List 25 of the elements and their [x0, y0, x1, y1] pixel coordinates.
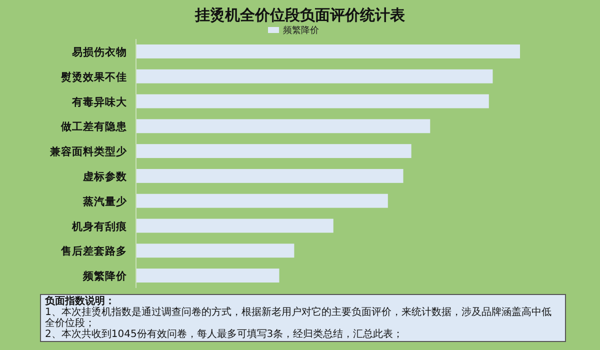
- bar: [136, 244, 294, 258]
- y-tick-label: 售后差套路多: [60, 244, 127, 258]
- text: 2、本次共收到1045份有效问卷，每人最多可填写3条，经归类总结，汇总此表；: [45, 329, 404, 340]
- y-tick-label: 有毒异味大: [71, 95, 128, 108]
- bar: [136, 69, 493, 84]
- legend-label: 频繁降价: [283, 25, 319, 36]
- y-tick-label: 做工差有隐患: [60, 120, 128, 134]
- bar: [136, 94, 489, 108]
- y-tick-label: 频繁降价: [82, 270, 128, 283]
- y-tick-label: 易损伤衣物: [71, 45, 127, 58]
- y-tick-label: 兼容面料类型少: [49, 145, 128, 158]
- y-tick-label: 机身有刮痕: [71, 220, 128, 233]
- bar: [136, 44, 520, 58]
- y-tick-label: 蒸汽量少: [82, 194, 128, 208]
- text: 1、本次挂烫机指数是通过调查问卷的方式，根据新老用户对它的主要负面评价，来统计数据，涉及品牌涵盖高中低全价位段；: [45, 307, 552, 329]
- bar: [136, 194, 388, 208]
- bar: [136, 144, 412, 158]
- chart-title: 挂烫机全价位段负面评价统计表: [194, 6, 406, 24]
- bar: [136, 168, 404, 183]
- bar: [136, 218, 334, 233]
- bar: [136, 268, 280, 283]
- y-tick-label: 熨烫效果不佳: [60, 70, 127, 84]
- bar: [136, 119, 430, 134]
- y-tick-label: 虚标参数: [82, 170, 128, 183]
- text: 负面指数说明：: [45, 296, 115, 307]
